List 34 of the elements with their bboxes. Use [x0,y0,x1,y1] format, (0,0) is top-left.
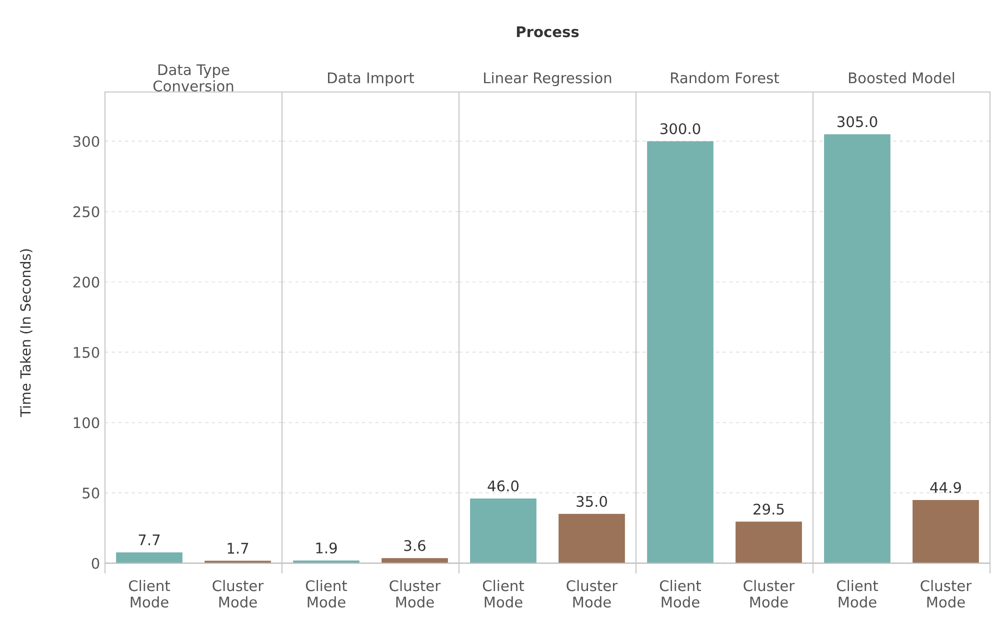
y-tick-label: 200 [73,276,100,288]
data-label: 46.0 [488,480,519,492]
x-tick-label: Client Mode [482,580,524,608]
data-label: 1.7 [228,542,248,554]
x-tick-label: Cluster Mode [212,580,264,608]
y-tick-label: 100 [74,417,100,428]
x-tick-label: Cluster Mode [566,580,618,608]
data-label: 305.0 [837,116,878,128]
y-tick-label: 300 [73,136,100,147]
x-tick-label: Client Mode [306,580,348,608]
chart-title: Data Type Conversion [153,64,234,92]
text: Process [516,26,579,38]
chart-title: Linear Regression [484,72,612,86]
data-label: 300.0 [660,123,700,134]
y-tick-label: 150 [74,346,100,358]
data-label: 29.5 [754,504,784,515]
chart-title: Boosted Model [849,72,954,84]
data-label: 1.9 [316,542,337,554]
data-label: 3.6 [404,540,426,552]
x-tick-label: Client Mode [836,580,878,608]
y-tick-label: 250 [73,206,100,218]
x-tick-label: Client Mode [128,580,170,608]
data-label: 7.7 [138,534,160,546]
x-tick-label: Cluster Mode [744,580,795,608]
chart-title: Random Forest [671,72,780,84]
y-axis-title: Time Taken (In Seconds) [20,249,32,417]
x-tick-label: Client Mode [660,580,702,608]
data-label: 44.9 [930,482,961,494]
data-label: 35.0 [576,496,608,507]
x-tick-label: Cluster Mode [390,580,441,608]
x-tick-label: Cluster Mode [920,580,972,608]
chart-title: Data Import [328,72,414,86]
y-tick-label: 50 [82,488,100,499]
y-tick-label: 0 [92,558,100,569]
